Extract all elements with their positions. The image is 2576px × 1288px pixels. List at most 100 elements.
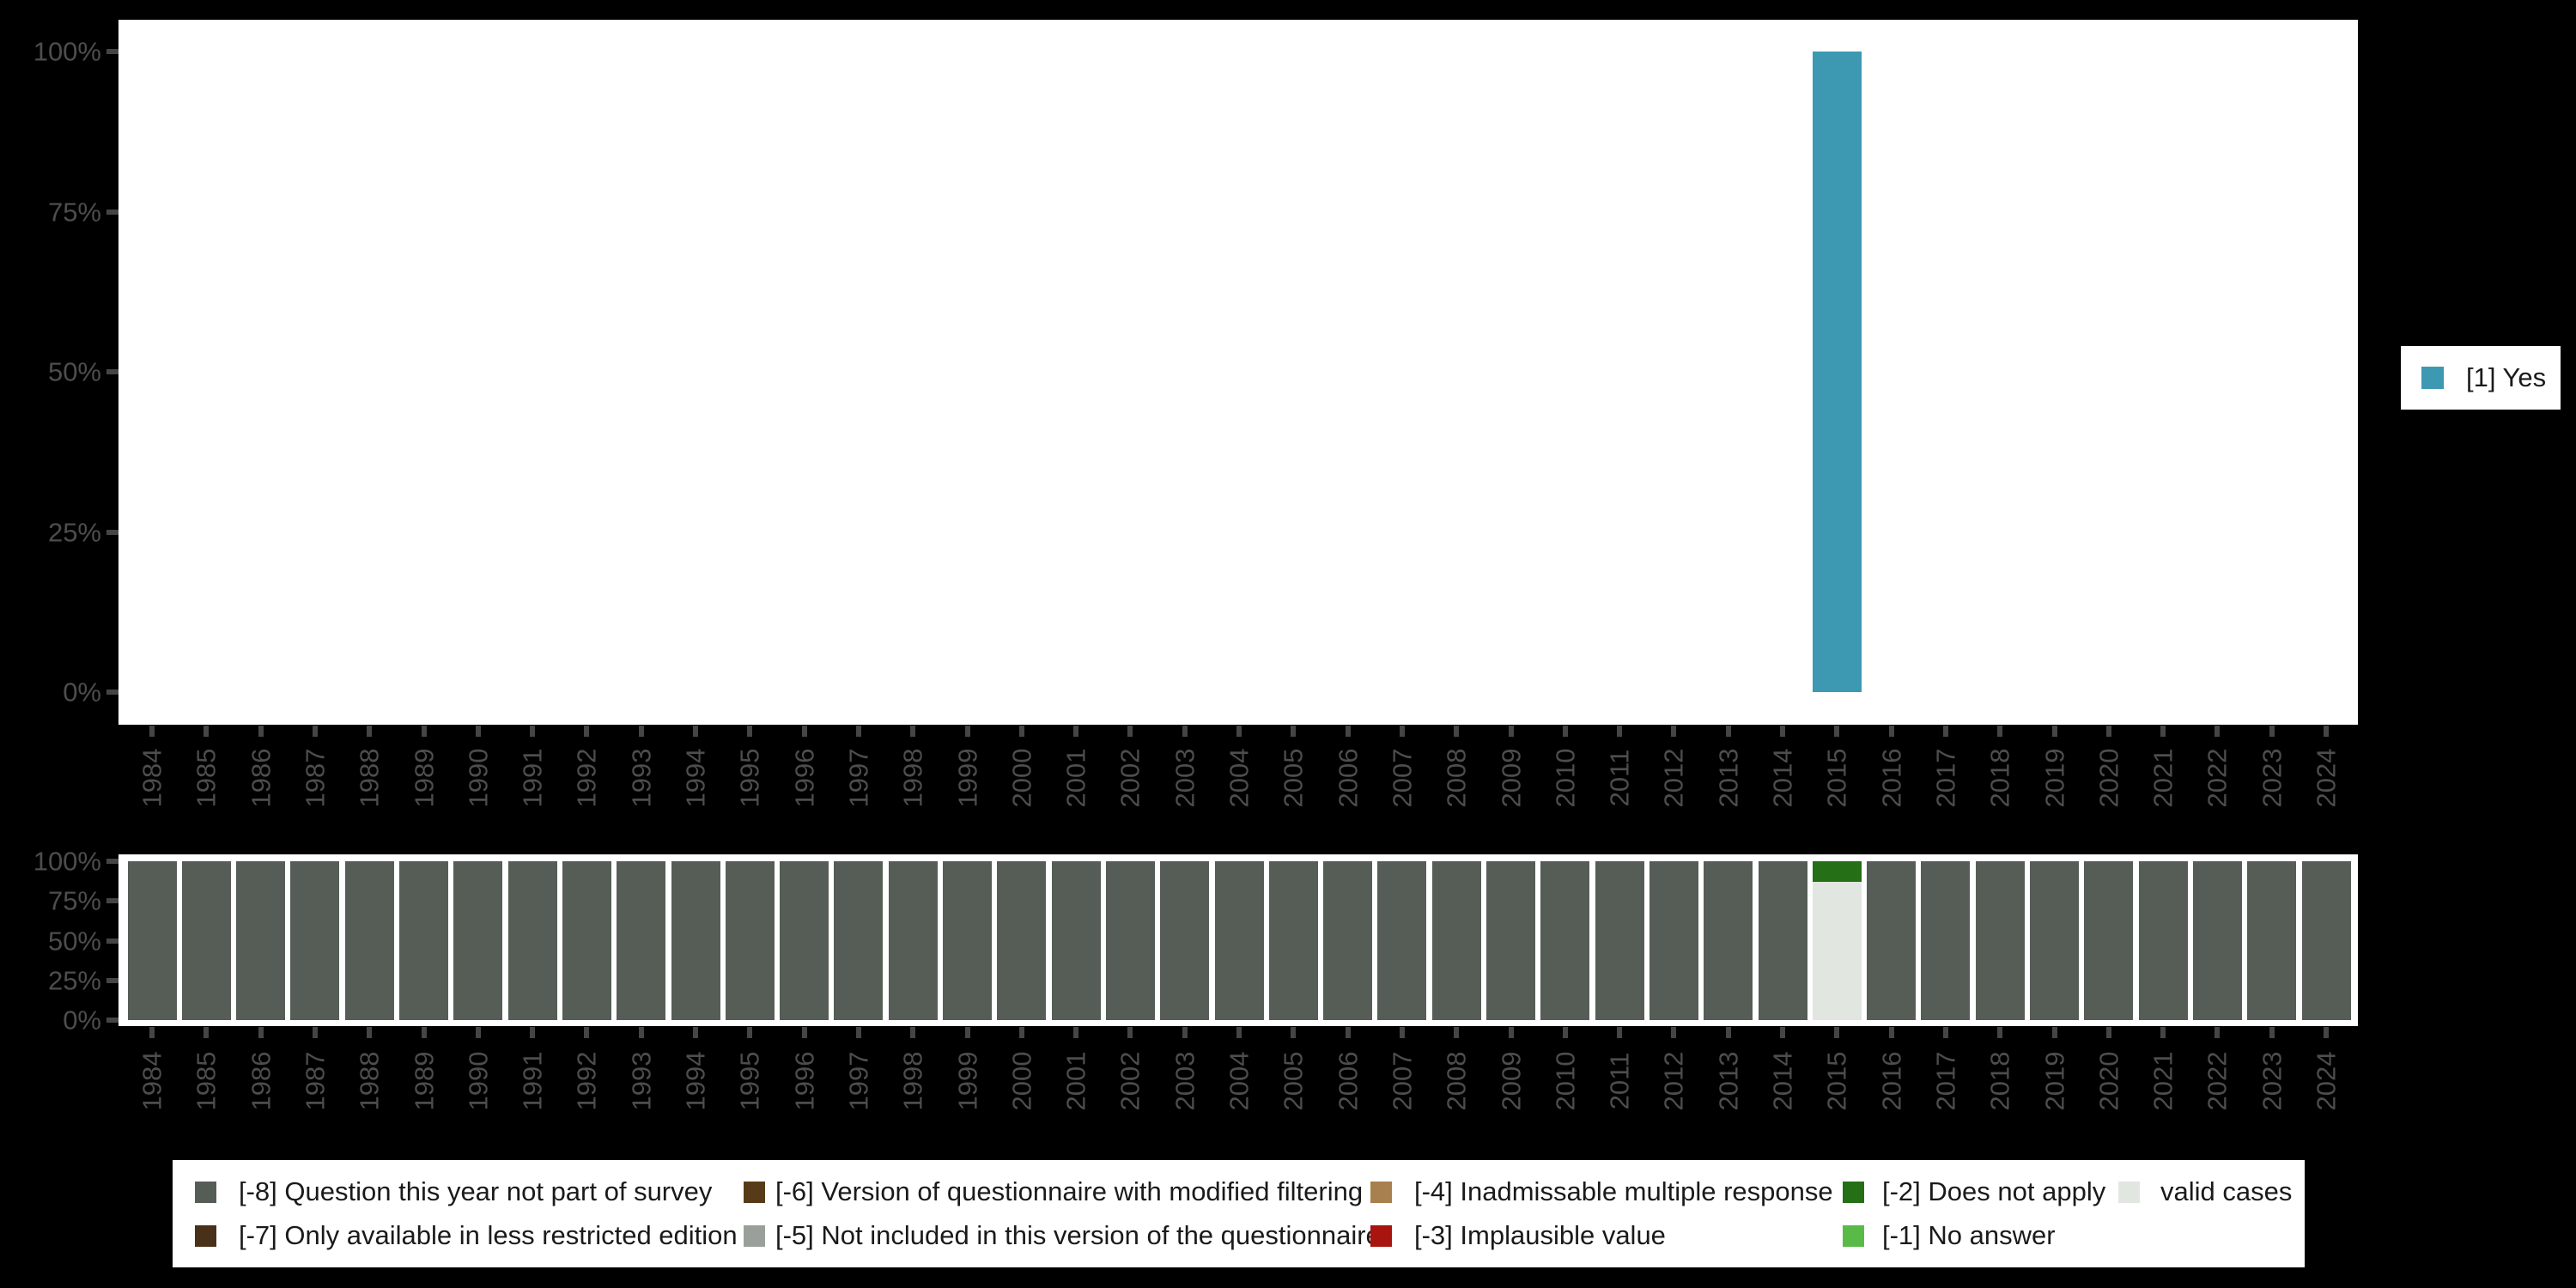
missing-x-tick: [149, 1027, 155, 1038]
missing-x-tick-label: 1994: [680, 1051, 711, 1111]
main-x-tick: [1671, 726, 1677, 737]
missing-y-tick: [106, 1018, 118, 1023]
missing-x-tick: [367, 1027, 373, 1038]
main-x-tick-label: 1984: [137, 748, 167, 808]
main-x-tick-label: 2003: [1170, 748, 1200, 808]
missing-chart-segment-2016: [1867, 861, 1917, 1020]
missing-x-tick: [1725, 1027, 1731, 1038]
missing-chart-segment-2023: [2247, 861, 2297, 1020]
main-x-tick: [1291, 726, 1297, 737]
main-chart-panel: [118, 20, 2358, 725]
main-y-tick: [106, 209, 118, 215]
missing-x-tick-label: 1999: [952, 1051, 982, 1111]
missing-chart-segment-2002: [1105, 861, 1155, 1020]
missing-x-tick-label: 1996: [789, 1051, 820, 1111]
main-x-tick: [1018, 726, 1024, 737]
legend-label: [-6] Version of questionnaire with modif…: [775, 1176, 1364, 1206]
missing-x-tick-label: 1990: [463, 1051, 494, 1111]
missing-x-tick: [1834, 1027, 1840, 1038]
main-x-tick: [2269, 726, 2275, 737]
missing-x-tick-label: 2008: [1441, 1051, 1472, 1111]
missing-x-tick: [1562, 1027, 1568, 1038]
main-x-tick: [638, 726, 644, 737]
missing-chart-segment-2024: [2301, 861, 2351, 1020]
missing-x-tick-label: 1985: [191, 1051, 222, 1111]
legend-swatch: [744, 1181, 765, 1203]
missing-x-tick-label: 1988: [354, 1051, 385, 1111]
missing-chart-segment-1984: [127, 861, 177, 1020]
missing-x-tick: [1182, 1027, 1188, 1038]
missing-x-tick: [1073, 1027, 1079, 1038]
main-x-tick: [2105, 726, 2111, 737]
missing-chart-segment-2009: [1486, 861, 1535, 1020]
missing-x-tick-label: 2007: [1387, 1051, 1418, 1111]
main-x-tick: [1399, 726, 1405, 737]
main-x-tick: [367, 726, 373, 737]
missing-y-tick: [106, 859, 118, 864]
main-x-tick-label: 1991: [517, 748, 548, 808]
missing-chart-segment-1991: [507, 861, 557, 1020]
missing-x-tick: [258, 1027, 264, 1038]
main-x-tick: [258, 726, 264, 737]
missing-x-tick: [910, 1027, 916, 1038]
missing-x-tick: [2215, 1027, 2221, 1038]
missing-chart-segment-2015: [1812, 861, 1862, 883]
missing-chart-segment-2000: [997, 861, 1047, 1020]
main-x-tick-label: 2017: [1930, 748, 1961, 808]
main-x-tick-label: 2010: [1550, 748, 1581, 808]
missing-x-tick-label: 2011: [1604, 1052, 1635, 1110]
missing-y-tick-label: 75%: [47, 885, 101, 916]
main-x-tick: [149, 726, 155, 737]
missing-chart-segment-2014: [1758, 861, 1807, 1020]
main-x-tick: [1127, 726, 1133, 737]
missing-x-tick-label: 1991: [517, 1051, 548, 1111]
legend-label: [-5] Not included in this version of the…: [775, 1220, 1381, 1250]
legend-label: [-8] Question this year not part of surv…: [239, 1176, 713, 1206]
main-x-tick: [1834, 726, 1840, 737]
main-x-tick: [204, 726, 210, 737]
main-x-tick-label: 1988: [354, 748, 385, 808]
main-y-tick-label: 0%: [63, 677, 101, 708]
main-x-tick: [312, 726, 318, 737]
main-x-tick: [2051, 726, 2057, 737]
missing-chart-segment-2006: [1323, 861, 1373, 1020]
main-x-tick: [2324, 726, 2329, 737]
missing-x-tick: [1617, 1027, 1623, 1038]
missing-chart-segment-2021: [2138, 861, 2188, 1020]
main-x-tick: [2215, 726, 2221, 737]
missing-x-tick: [1780, 1027, 1785, 1038]
main-x-tick-label: 2011: [1604, 749, 1635, 807]
missing-chart-segment-1997: [834, 861, 884, 1020]
main-y-tick: [106, 529, 118, 535]
missing-chart-segment-2008: [1431, 861, 1481, 1020]
main-x-tick-label: 2006: [1333, 748, 1364, 808]
missing-x-tick: [475, 1027, 481, 1038]
main-x-tick-label: 1999: [952, 748, 982, 808]
legend-swatch: [1843, 1224, 1864, 1247]
missing-x-tick: [2051, 1027, 2057, 1038]
missing-x-tick: [855, 1027, 861, 1038]
missing-chart-segment-2013: [1704, 861, 1753, 1020]
main-x-tick-label: 1986: [246, 748, 276, 808]
legend-label: [-7] Only available in less restricted e…: [239, 1220, 738, 1250]
main-x-tick-label: 2005: [1278, 748, 1309, 808]
main-x-tick-label: 2014: [1767, 748, 1798, 808]
missing-x-tick-label: 2013: [1713, 1051, 1744, 1111]
missing-chart-segment-1995: [725, 861, 775, 1020]
main-x-tick-label: 2007: [1387, 748, 1418, 808]
missing-x-tick-label: 2016: [1876, 1051, 1907, 1111]
main-x-tick: [530, 726, 536, 737]
missing-x-tick-label: 1993: [626, 1051, 657, 1111]
missing-x-tick: [1671, 1027, 1677, 1038]
missing-x-tick: [421, 1027, 427, 1038]
main-x-tick-label: 1993: [626, 748, 657, 808]
missing-x-tick: [2160, 1027, 2166, 1038]
main-x-tick-label: 1996: [789, 748, 820, 808]
missing-chart-segment-1994: [671, 861, 720, 1020]
missing-x-tick-label: 2020: [2093, 1051, 2124, 1111]
missing-chart-segment-1985: [181, 861, 231, 1020]
legend-label-yes: [1] Yes: [2466, 362, 2547, 392]
missing-x-tick-label: 1998: [897, 1051, 928, 1111]
missing-x-tick-label: 2021: [2148, 1051, 2178, 1111]
main-x-tick: [801, 726, 807, 737]
